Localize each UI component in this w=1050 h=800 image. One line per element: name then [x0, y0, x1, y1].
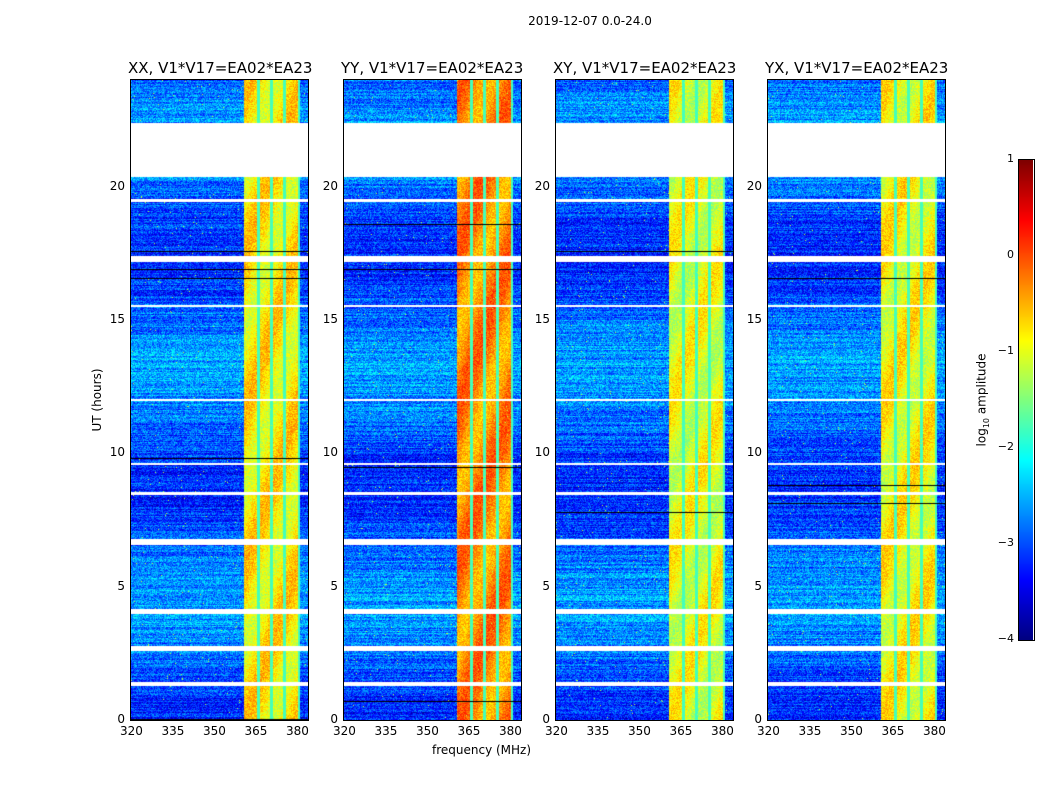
y-tick-label: 20	[746, 178, 762, 193]
x-tick-label: 320	[545, 724, 568, 738]
colorbar-tick-label: −4	[997, 632, 1014, 645]
x-tick-label: 365	[457, 724, 481, 738]
y-tick-label: 15	[534, 312, 550, 326]
y-tick-label: 5	[117, 578, 125, 593]
panel-title: XX, V1*V17=EA02*EA23	[128, 59, 313, 77]
x-tick-label: 365	[669, 724, 693, 738]
waterfall-heatmap	[556, 80, 733, 720]
colorbar-frame	[1018, 159, 1035, 641]
colorbar-tick-label: 1	[1007, 152, 1014, 165]
y-tick-label: 20	[534, 178, 550, 193]
waterfall-heatmap	[131, 80, 308, 720]
x-tick-label: 365	[244, 724, 268, 738]
y-tick-label: 0	[330, 712, 338, 726]
colorbar	[1019, 160, 1033, 640]
colorbar-label: log10 amplitude	[974, 353, 991, 447]
x-tick-label: 335	[374, 724, 398, 738]
y-axis-label: UT (hours)	[90, 368, 104, 432]
panel-title: XY, V1*V17=EA02*EA23	[553, 59, 737, 77]
y-tick-label: 10	[109, 445, 125, 460]
x-tick-label: 335	[161, 724, 185, 738]
x-axis-label: frequency (MHz)	[432, 743, 532, 757]
colorbar-tick-label: −3	[997, 536, 1014, 549]
colorbar-tick-label: 0	[1007, 248, 1014, 261]
x-tick-label: 365	[881, 724, 905, 738]
colorbar-tick-label: −1	[997, 344, 1014, 357]
y-tick-label: 0	[754, 712, 762, 726]
y-tick-label: 20	[322, 178, 338, 193]
x-tick-label: 335	[586, 724, 610, 738]
waterfall-heatmap	[768, 80, 945, 720]
y-tick-label: 15	[109, 312, 125, 326]
x-tick-label: 380	[498, 724, 522, 738]
y-tick-label: 10	[322, 445, 338, 460]
x-tick-label: 350	[415, 724, 439, 738]
x-tick-label: 320	[120, 724, 143, 738]
y-tick-label: 15	[746, 312, 762, 326]
colorbar-tick-label: −2	[997, 440, 1014, 453]
x-tick-label: 350	[839, 724, 863, 738]
panel-axes	[767, 79, 946, 721]
waterfall-heatmap	[344, 80, 521, 720]
x-tick-label: 380	[285, 724, 309, 738]
y-tick-label: 0	[117, 712, 125, 726]
panel-title: YX, V1*V17=EA02*EA23	[765, 59, 949, 77]
x-tick-label: 320	[333, 724, 356, 738]
x-tick-label: 335	[798, 724, 822, 738]
y-tick-label: 5	[754, 578, 762, 593]
y-tick-label: 5	[330, 578, 338, 593]
x-tick-label: 380	[710, 724, 734, 738]
x-tick-label: 350	[627, 724, 651, 738]
panel-axes	[343, 79, 522, 721]
figure-title: 2019-12-07 0.0-24.0	[528, 14, 652, 28]
x-tick-label: 320	[757, 724, 780, 738]
panel-axes	[130, 79, 309, 721]
x-tick-label: 380	[922, 724, 946, 738]
y-tick-label: 15	[322, 312, 338, 326]
y-tick-label: 0	[542, 712, 550, 726]
panel-axes	[555, 79, 734, 721]
y-tick-label: 10	[534, 445, 550, 460]
y-tick-label: 20	[109, 178, 125, 193]
x-tick-label: 350	[202, 724, 226, 738]
y-tick-label: 5	[542, 578, 550, 593]
y-tick-label: 10	[746, 445, 762, 460]
panel-title: YY, V1*V17=EA02*EA23	[341, 59, 524, 77]
